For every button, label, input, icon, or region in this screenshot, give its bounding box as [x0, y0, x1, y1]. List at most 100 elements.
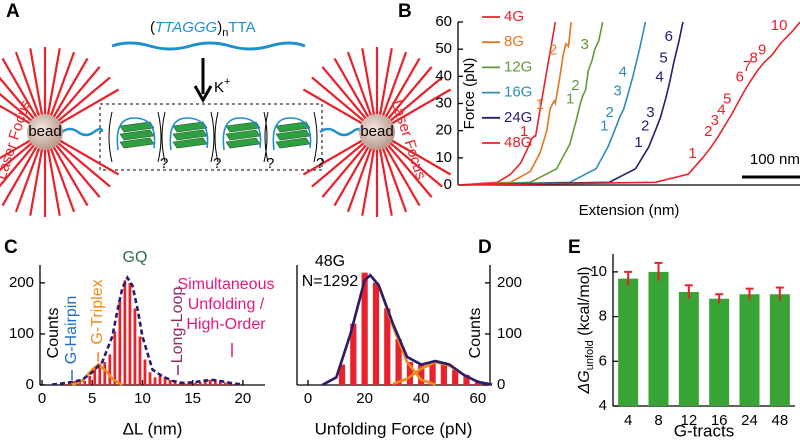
- x-tick-label: 12: [680, 412, 697, 429]
- x-tick-label: 10: [134, 390, 151, 407]
- hist-bar: [143, 359, 147, 385]
- hist-bar: [213, 379, 217, 385]
- legend-label: 48G: [504, 134, 532, 151]
- x-tick-label: 40: [413, 390, 430, 407]
- step-label: 4: [655, 69, 663, 86]
- annotation: G-Hairpin: [63, 296, 80, 364]
- step-label: 2: [641, 118, 649, 135]
- x-tick-label: 16: [711, 412, 728, 429]
- step-label: 1: [634, 134, 642, 151]
- hist-bar: [208, 379, 212, 385]
- hist-bar: [78, 381, 82, 385]
- annotation: Simultaneous: [178, 276, 275, 293]
- hist-bar: [118, 300, 122, 385]
- bead-label: bead: [360, 123, 393, 140]
- step-label: 1: [566, 90, 574, 107]
- hist-bar: [88, 375, 92, 385]
- y-tick-label: 30: [435, 94, 452, 111]
- curve: [457, 21, 800, 186]
- hist-bar: [138, 336, 142, 385]
- x-axis-label: Unfolding Force (pN): [315, 419, 473, 438]
- hist-bar: [153, 377, 157, 385]
- y-tick-label: 10: [435, 149, 452, 166]
- bracket: [157, 111, 162, 163]
- hist-bar: [123, 280, 127, 385]
- hist-bar: [429, 362, 436, 385]
- bar: [648, 271, 669, 406]
- step-label: 4: [717, 101, 725, 118]
- x-axis-label: ΔL (nm): [123, 419, 183, 438]
- step-label: 3: [646, 104, 654, 121]
- bar: [618, 278, 639, 406]
- hist-bar: [384, 308, 391, 385]
- bar: [769, 294, 790, 406]
- y-axis-label: Counts: [45, 308, 62, 359]
- step-label: 2: [549, 42, 557, 59]
- quartet: [275, 121, 311, 133]
- y-tick-label: 0: [26, 376, 34, 393]
- bead-label: bead: [28, 123, 61, 140]
- hist-bar: [83, 380, 87, 385]
- hist-bar: [418, 364, 425, 385]
- y-tick-label: 20: [435, 122, 452, 139]
- loop: [116, 117, 156, 151]
- step-label: 3: [580, 36, 588, 53]
- dashed-box: [99, 103, 323, 171]
- annotation: N=1292: [302, 273, 359, 290]
- y-tick-label: 6: [599, 352, 607, 369]
- panel-label: D: [478, 237, 492, 258]
- x-axis-label: G-tracts: [674, 421, 734, 440]
- x-tick-label: 0: [38, 390, 46, 407]
- hist-bar: [133, 308, 137, 385]
- step-label: 2: [704, 123, 712, 140]
- step-label: 1: [536, 96, 544, 113]
- fit-curve: [321, 273, 493, 387]
- bead: [27, 114, 63, 150]
- x-axis-label: Extension (nm): [579, 202, 680, 219]
- bracket: [214, 111, 219, 163]
- step-label: 5: [659, 50, 667, 67]
- step-label: 6: [665, 28, 673, 45]
- hist-bar: [395, 339, 402, 385]
- bar: [709, 298, 730, 406]
- seq-part: n: [222, 27, 228, 39]
- scale-bar-label: 100 nm: [750, 151, 800, 168]
- hist-bar: [452, 369, 459, 385]
- panel-label: E: [568, 237, 581, 258]
- x-tick-label: 15: [184, 390, 201, 407]
- y-tick-label: 10: [590, 263, 607, 280]
- panel-label: A: [6, 1, 20, 22]
- x-tick-label: 24: [741, 412, 758, 429]
- ion-part: +: [224, 76, 230, 88]
- hist-bar: [168, 379, 172, 385]
- legend-label: 8G: [504, 33, 524, 50]
- hist-bar: [203, 380, 207, 385]
- dna-strand: [111, 41, 306, 51]
- curve: [457, 21, 572, 186]
- curve: [457, 21, 557, 186]
- step-label: 7: [743, 58, 751, 75]
- quartet: [172, 121, 208, 133]
- hist-bar: [93, 368, 97, 385]
- unknown-mark: ?: [266, 155, 274, 172]
- curve: [457, 21, 647, 186]
- seq-part: GGG: [182, 19, 217, 36]
- x-tick-label: 0: [304, 390, 312, 407]
- hist-bar: [68, 382, 72, 385]
- y-tick-label: 8: [599, 308, 607, 325]
- bracket: [108, 111, 113, 163]
- unknown-mark: ?: [316, 155, 324, 172]
- diagram: (TTAGGG)nTTA K+ bead bead Laser Focus La…: [0, 19, 452, 217]
- legend-label: 4G: [504, 8, 524, 25]
- y-tick-label: 200: [497, 274, 522, 291]
- hist-bar: [361, 272, 368, 385]
- step-label: 8: [749, 50, 757, 67]
- quartet: [225, 121, 261, 133]
- x-tick-label: 20: [356, 390, 373, 407]
- linker: [319, 127, 362, 137]
- x-tick-label: 60: [469, 390, 486, 407]
- curve: [457, 21, 604, 186]
- hist-bar: [183, 383, 187, 385]
- step-label: 1: [600, 118, 608, 135]
